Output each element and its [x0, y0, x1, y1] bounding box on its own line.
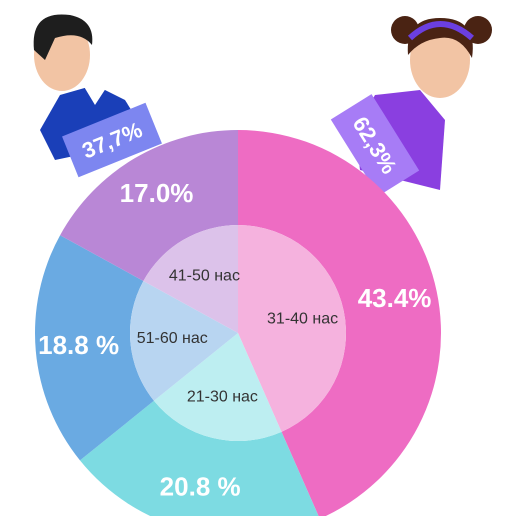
category-label: 51-60 нас: [137, 330, 208, 347]
inner-slice: [130, 280, 238, 401]
inner-slice: [238, 225, 347, 432]
female-figure: 62,3%: [330, 16, 492, 196]
outer-slice: [34, 235, 154, 461]
inner-slice: [143, 225, 238, 333]
male-figure: 37,7%: [33, 14, 162, 178]
outer-slice: [60, 130, 239, 281]
value-label: 43.4%: [358, 283, 432, 313]
value-label: 17.0%: [120, 178, 194, 208]
value-label: 18.8 %: [38, 330, 119, 360]
outer-slice: [79, 400, 319, 516]
outer-slice: [238, 130, 441, 516]
inner-slice: [153, 333, 282, 442]
category-label: 21-30 нас: [187, 388, 258, 405]
category-label: 31-40 нас: [267, 311, 338, 328]
category-label: 41-50 нас: [169, 267, 240, 284]
value-label: 20.8 %: [160, 471, 241, 501]
